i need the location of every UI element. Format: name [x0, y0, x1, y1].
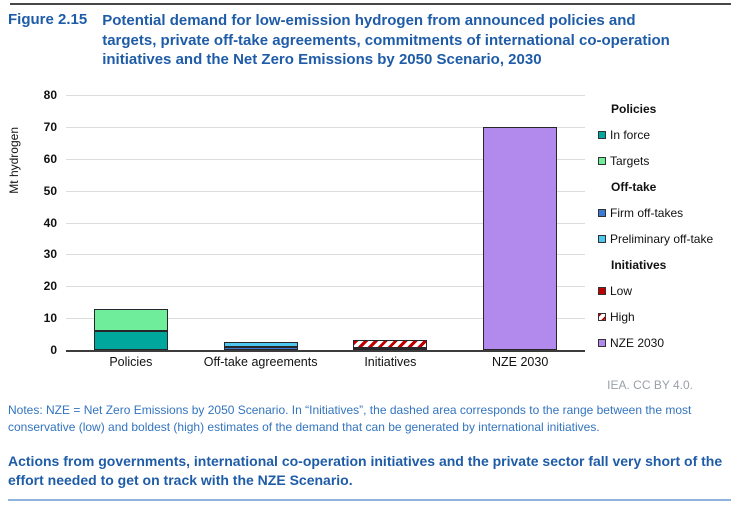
bar-segment-low	[353, 348, 428, 350]
legend-swatch-icon	[598, 313, 606, 321]
bar-segment-in-force	[93, 330, 168, 350]
legend-item: Targets	[598, 148, 736, 174]
legend: Policies In force Targets Off-take Firm off-…	[598, 96, 736, 356]
legend-item: In force	[598, 122, 736, 148]
bar-segment-nze-2030	[483, 126, 558, 350]
gridline	[66, 254, 585, 256]
bar-segment-preliminary-off-take	[223, 342, 298, 347]
legend-item-label: In force	[610, 128, 651, 142]
top-divider	[10, 3, 731, 5]
legend-swatch-icon	[598, 157, 606, 165]
y-tick-label: 0	[50, 343, 57, 357]
x-axis-label: NZE 2030	[491, 355, 549, 369]
x-axis-label: Initiatives	[364, 355, 417, 369]
y-tick-label: 20	[43, 279, 57, 294]
notes-text: Notes: NZE = Net Zero Emissions by 2050 …	[8, 403, 692, 434]
bar-nze-2030	[483, 126, 558, 350]
y-tick-label: 60	[43, 151, 57, 166]
y-tick-label: 10	[43, 311, 57, 326]
gridline	[66, 126, 585, 128]
gridline	[66, 318, 585, 320]
bottom-divider	[8, 499, 731, 501]
bars	[66, 95, 585, 350]
gridline	[66, 286, 585, 288]
bar-column	[196, 95, 326, 350]
gridline	[66, 190, 585, 192]
legend-item-label: Preliminary off-take	[610, 232, 714, 246]
legend-item-label: Low	[610, 284, 633, 298]
bar-column	[455, 95, 585, 350]
legend-swatch-icon	[598, 209, 606, 217]
bar-column	[326, 95, 456, 350]
legend-item-label: NZE 2030	[610, 336, 665, 350]
legend-item-label: Firm off-takes	[610, 206, 684, 220]
x-axis-label: Off-take agreements	[203, 355, 318, 369]
attribution: IEA. CC BY 4.0.	[607, 378, 693, 392]
legend-item: Firm off-takes	[598, 200, 736, 226]
legend-item: Low	[598, 278, 736, 304]
legend-swatch-icon	[598, 131, 606, 139]
legend-item: High	[598, 304, 736, 330]
x-axis-label: Policies	[109, 355, 153, 369]
legend-swatch-icon	[598, 287, 606, 295]
bar-segment-high	[353, 340, 428, 348]
legend-item: NZE 2030	[598, 330, 736, 356]
gridline	[66, 158, 585, 160]
legend-group-header: Initiatives	[611, 258, 667, 272]
y-tick-label: 80	[43, 88, 57, 102]
legend-swatch-icon	[598, 339, 606, 347]
bar-segment-targets	[93, 308, 168, 331]
bar-off-take-agreements	[223, 342, 298, 350]
gridline	[66, 222, 585, 224]
y-axis-title: Mt hydrogen	[6, 95, 22, 225]
bar-policies	[93, 308, 168, 350]
legend-swatch-icon	[598, 235, 606, 243]
legend-item-label: Targets	[610, 154, 650, 168]
figure-header: Figure 2.15 Potential demand for low-emi…	[8, 11, 680, 70]
y-tick-label: 50	[43, 183, 57, 198]
y-tick-label: 70	[43, 119, 57, 134]
y-tick-label: 30	[43, 247, 57, 262]
gridline	[66, 95, 585, 96]
legend-item-label: High	[610, 310, 635, 324]
takeaway-text: Actions from governments, international …	[8, 453, 723, 488]
y-tick-label: 40	[43, 215, 57, 230]
figure-title: Potential demand for low-emission hydrog…	[102, 12, 670, 68]
bar-column	[66, 95, 196, 350]
bar-initiatives	[353, 340, 428, 350]
bar-segment-firm-off-takes	[223, 346, 298, 350]
plot-area: 0 10 20 30 40 50 60 70 80	[44, 88, 585, 357]
y-axis-title-text: Mt hydrogen	[7, 126, 21, 194]
figure-number: Figure 2.15	[8, 11, 88, 28]
x-labels: Policies Off-take agreements Initiatives NZ…	[66, 355, 585, 369]
legend-group-header: Policies	[611, 102, 657, 116]
legend-item: Preliminary off-take	[598, 226, 736, 252]
legend-group-header: Off-take	[611, 180, 657, 194]
